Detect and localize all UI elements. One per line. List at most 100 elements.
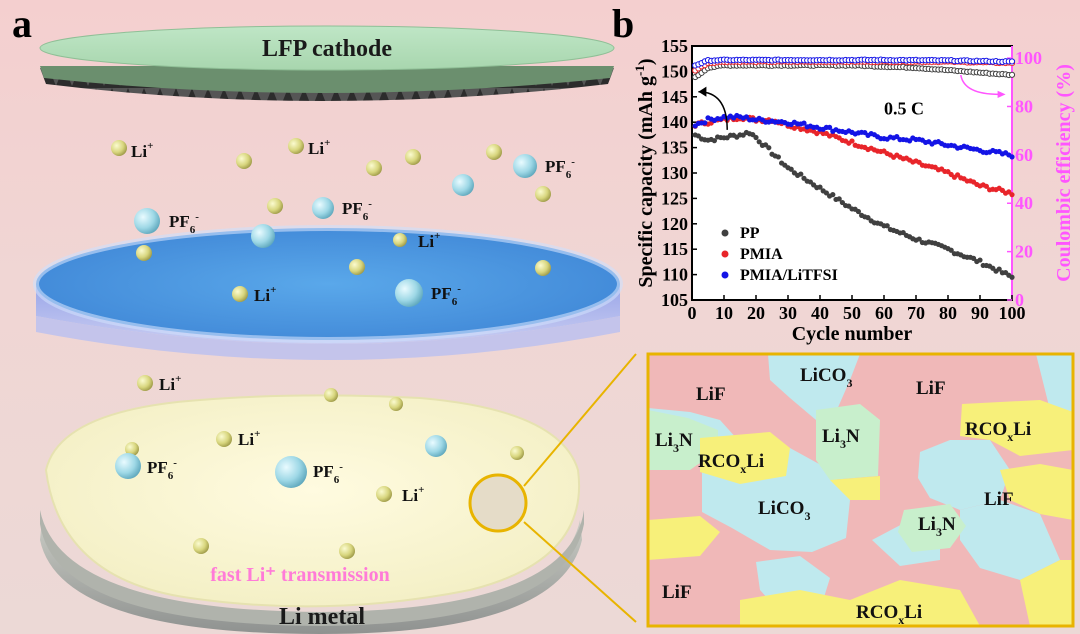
capacity-point [849, 138, 855, 144]
capacity-point [948, 247, 954, 253]
li-ion [216, 431, 232, 447]
li-ion [393, 233, 407, 247]
x-tick-label: 90 [971, 303, 989, 323]
sei-region-rcoxli [830, 476, 880, 500]
capacity-point [788, 166, 794, 172]
capacity-point [1009, 192, 1015, 198]
zoom-line-bottom [523, 521, 637, 623]
y-tick-label: 145 [661, 87, 688, 107]
pf6-ion [251, 224, 275, 248]
sei-label-li3n: Li3N [822, 426, 860, 451]
y-tick-label: 120 [661, 214, 688, 234]
x-tick-label: 60 [875, 303, 893, 323]
capacity-point [977, 257, 983, 263]
pf6-ion [134, 208, 160, 234]
sei-region-lico3 [768, 354, 860, 420]
sei-label-lif: LiF [916, 378, 946, 399]
sei-region-rcoxli [1000, 464, 1073, 520]
y2-tick-label: 20 [1015, 242, 1033, 262]
pf6-label: PF6- [147, 457, 177, 482]
capacity-point [983, 183, 990, 189]
li-ion [510, 446, 524, 460]
cathode-label: LFP cathode [262, 36, 392, 62]
y-tick-label: 150 [661, 61, 688, 81]
x-tick-label: 80 [939, 303, 957, 323]
sei-label-rcoxli: RCOxLi [698, 451, 764, 476]
battery-schematic: LFP cathode Li metal fast Li⁺ transmissi… [33, 25, 637, 634]
pf6-label: PF6- [169, 211, 199, 236]
li-ion-label: Li+ [238, 428, 260, 449]
x-tick-label: 30 [779, 303, 797, 323]
y2-axis-label: Coulombic efficiency (%) [1053, 64, 1075, 282]
y2-tick-label: 40 [1015, 193, 1033, 213]
sei-label-rcoxli: RCOxLi [856, 602, 922, 627]
pf6-label: PF6- [431, 283, 461, 308]
capacity-point [798, 171, 804, 177]
li-ion [486, 144, 502, 160]
li-ion [324, 388, 338, 402]
panel-letter-b: b [612, 1, 635, 46]
pf6-label: PF6- [313, 461, 343, 486]
transmission-label: fast Li⁺ transmission [210, 564, 389, 586]
sei-label-rcoxli: RCOxLi [965, 419, 1031, 444]
sei-mosaic [646, 352, 1075, 628]
pf6-ion [395, 279, 423, 307]
sei-region-rcoxli [740, 580, 980, 626]
pf6-label: PF6- [545, 156, 575, 181]
x-tick-label: 50 [843, 303, 861, 323]
separator-bottom [36, 316, 620, 360]
y-tick-label: 125 [661, 188, 688, 208]
sei-region-lico3 [918, 440, 1010, 510]
sei-label-li3n: Li3N [655, 430, 693, 455]
li-ion [236, 153, 252, 169]
li-ion-label: Li+ [402, 484, 424, 505]
li-ion-label: Li+ [254, 284, 276, 305]
sei-region-lico3 [960, 500, 1060, 580]
ion-labels: Li+ Li+ Li+ Li+ Li+ Li+ Li+ PF6- PF6- PF… [131, 137, 575, 505]
sei-label-lif: LiF [696, 384, 726, 405]
legend-marker [721, 229, 729, 237]
li-ion-label: Li+ [159, 373, 181, 394]
li-ion [349, 259, 365, 275]
li-ion [535, 260, 551, 276]
pf6-ion [513, 154, 537, 178]
x-tick-label: 0 [688, 303, 697, 323]
capacity-point [775, 154, 782, 160]
sei-label-lif: LiF [984, 489, 1014, 510]
li-ion [288, 138, 304, 154]
cathode-top [39, 25, 615, 71]
rate-annotation: 0.5 C [884, 99, 924, 119]
y-tick-label: 135 [661, 138, 688, 158]
li-ion [267, 198, 283, 214]
ce-point [1008, 71, 1016, 78]
pf6-label: PF6- [342, 198, 372, 223]
y2-tick-label: 0 [1015, 290, 1024, 310]
capacity-point [801, 120, 807, 126]
capacity-point [823, 190, 830, 196]
pf6-ion [312, 197, 334, 219]
capacity-point [702, 120, 708, 126]
sei-region-li3n [898, 504, 966, 552]
li-ion [535, 186, 551, 202]
lfp-cathode: LFP cathode [39, 25, 615, 101]
y-tick-label: 115 [662, 239, 688, 259]
capacity-point [855, 208, 862, 215]
panel-letter-a: a [12, 1, 32, 46]
capacity-point [766, 145, 772, 151]
x-tick-label: 40 [811, 303, 829, 323]
li-ion-label: Li+ [131, 140, 153, 161]
pf6-ion [452, 174, 474, 196]
capacity-point [1009, 154, 1015, 160]
li-ion [366, 160, 382, 176]
li-ion [193, 538, 209, 554]
cathode-edge [40, 66, 614, 93]
li-ion [111, 140, 127, 156]
li-ion [405, 149, 421, 165]
x-tick-label: 70 [907, 303, 925, 323]
x-tick-label: 10 [715, 303, 733, 323]
sei-region-lico3 [1036, 354, 1073, 420]
sei-region-rcoxli [960, 400, 1073, 456]
capacity-point [711, 138, 718, 144]
capacity-point [817, 184, 823, 190]
